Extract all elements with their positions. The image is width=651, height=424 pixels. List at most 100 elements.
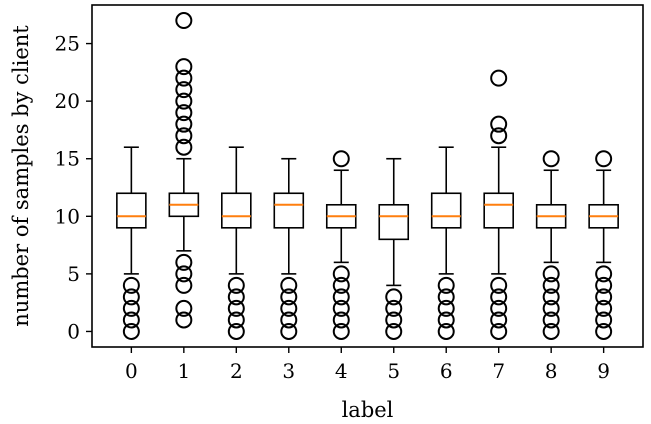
flier-point <box>595 322 613 340</box>
flier-point <box>175 127 193 145</box>
y-tick-label: 0 <box>67 319 80 343</box>
flier-point <box>175 115 193 133</box>
flier-point <box>280 322 298 340</box>
flier-point <box>437 311 455 329</box>
flier-point <box>490 276 508 294</box>
flier-point <box>332 265 350 283</box>
box-group <box>483 69 514 340</box>
flier-point <box>437 288 455 306</box>
flier-point <box>385 322 403 340</box>
y-tick-label: 5 <box>67 262 80 286</box>
box <box>430 192 462 229</box>
flier-point <box>595 265 613 283</box>
flier-point <box>175 276 193 294</box>
flier-point <box>175 69 193 87</box>
flier-point <box>122 299 140 317</box>
flier-point <box>332 311 350 329</box>
flier-point <box>490 322 508 340</box>
flier-point <box>490 127 508 145</box>
flier-point <box>542 265 560 283</box>
flier-point <box>280 276 298 294</box>
flier-point <box>227 288 245 306</box>
x-tick-label: 9 <box>597 359 610 383</box>
flier-point <box>437 299 455 317</box>
flier-point <box>542 150 560 168</box>
flier-point <box>227 311 245 329</box>
flier-point <box>542 299 560 317</box>
flier-point <box>227 322 245 340</box>
flier-point <box>595 288 613 306</box>
flier-point <box>175 12 193 30</box>
x-tick-label: 6 <box>440 359 453 383</box>
flier-point <box>175 58 193 76</box>
box <box>483 192 514 229</box>
x-tick-label: 4 <box>335 359 348 383</box>
flier-point <box>122 276 140 294</box>
flier-point <box>542 311 560 329</box>
flier-point <box>332 299 350 317</box>
x-tick-label: 8 <box>545 359 558 383</box>
flier-point <box>175 92 193 110</box>
flier-point <box>175 299 193 317</box>
y-axis-ticks: 0 5 10 15 20 25 <box>55 32 92 343</box>
flier-point <box>175 104 193 122</box>
flier-point <box>227 299 245 317</box>
flier-point <box>332 276 350 294</box>
flier-point <box>595 276 613 294</box>
flier-point <box>332 288 350 306</box>
box-group <box>535 150 567 340</box>
y-tick-label: 20 <box>55 89 80 113</box>
box-group <box>430 146 462 340</box>
box-group <box>325 150 357 340</box>
x-axis-ticks: 0 1 2 3 4 5 6 7 8 9 <box>125 347 610 383</box>
y-tick-label: 25 <box>55 32 80 56</box>
flier-point <box>175 265 193 283</box>
x-axis-label: label <box>342 398 394 422</box>
box-group <box>378 157 410 340</box>
box <box>273 192 305 229</box>
flier-point <box>332 322 350 340</box>
y-tick-label: 15 <box>55 147 80 171</box>
x-tick-label: 3 <box>282 359 295 383</box>
flier-point <box>595 299 613 317</box>
flier-point <box>122 311 140 329</box>
x-tick-label: 0 <box>125 359 138 383</box>
box <box>116 192 147 229</box>
flier-point <box>175 81 193 99</box>
flier-point <box>175 253 193 271</box>
flier-point <box>490 288 508 306</box>
flier-point <box>385 299 403 317</box>
flier-point <box>490 115 508 133</box>
y-tick-label: 10 <box>55 204 80 228</box>
flier-point <box>280 299 298 317</box>
plot-frame <box>91 4 644 348</box>
flier-point <box>227 276 245 294</box>
flier-point <box>175 311 193 329</box>
box <box>221 192 252 229</box>
flier-point <box>332 150 350 168</box>
box-group <box>273 157 305 340</box>
flier-point <box>542 288 560 306</box>
flier-point <box>385 288 403 306</box>
x-tick-label: 5 <box>387 359 400 383</box>
flier-point <box>595 311 613 329</box>
flier-point <box>385 311 403 329</box>
flier-point <box>595 150 613 168</box>
flier-point <box>542 322 560 340</box>
flier-point <box>542 276 560 294</box>
flier-point <box>175 138 193 156</box>
flier-point <box>280 311 298 329</box>
flier-point <box>437 276 455 294</box>
flier-point <box>490 311 508 329</box>
x-tick-label: 7 <box>492 359 505 383</box>
flier-point <box>280 288 298 306</box>
x-tick-label: 1 <box>177 359 190 383</box>
flier-point <box>122 322 140 340</box>
boxes-layer <box>116 12 619 340</box>
x-tick-label: 2 <box>230 359 243 383</box>
y-axis-label: number of samples by client <box>9 25 33 327</box>
box-group <box>168 12 200 329</box>
flier-point <box>437 322 455 340</box>
box-group <box>116 146 147 340</box>
